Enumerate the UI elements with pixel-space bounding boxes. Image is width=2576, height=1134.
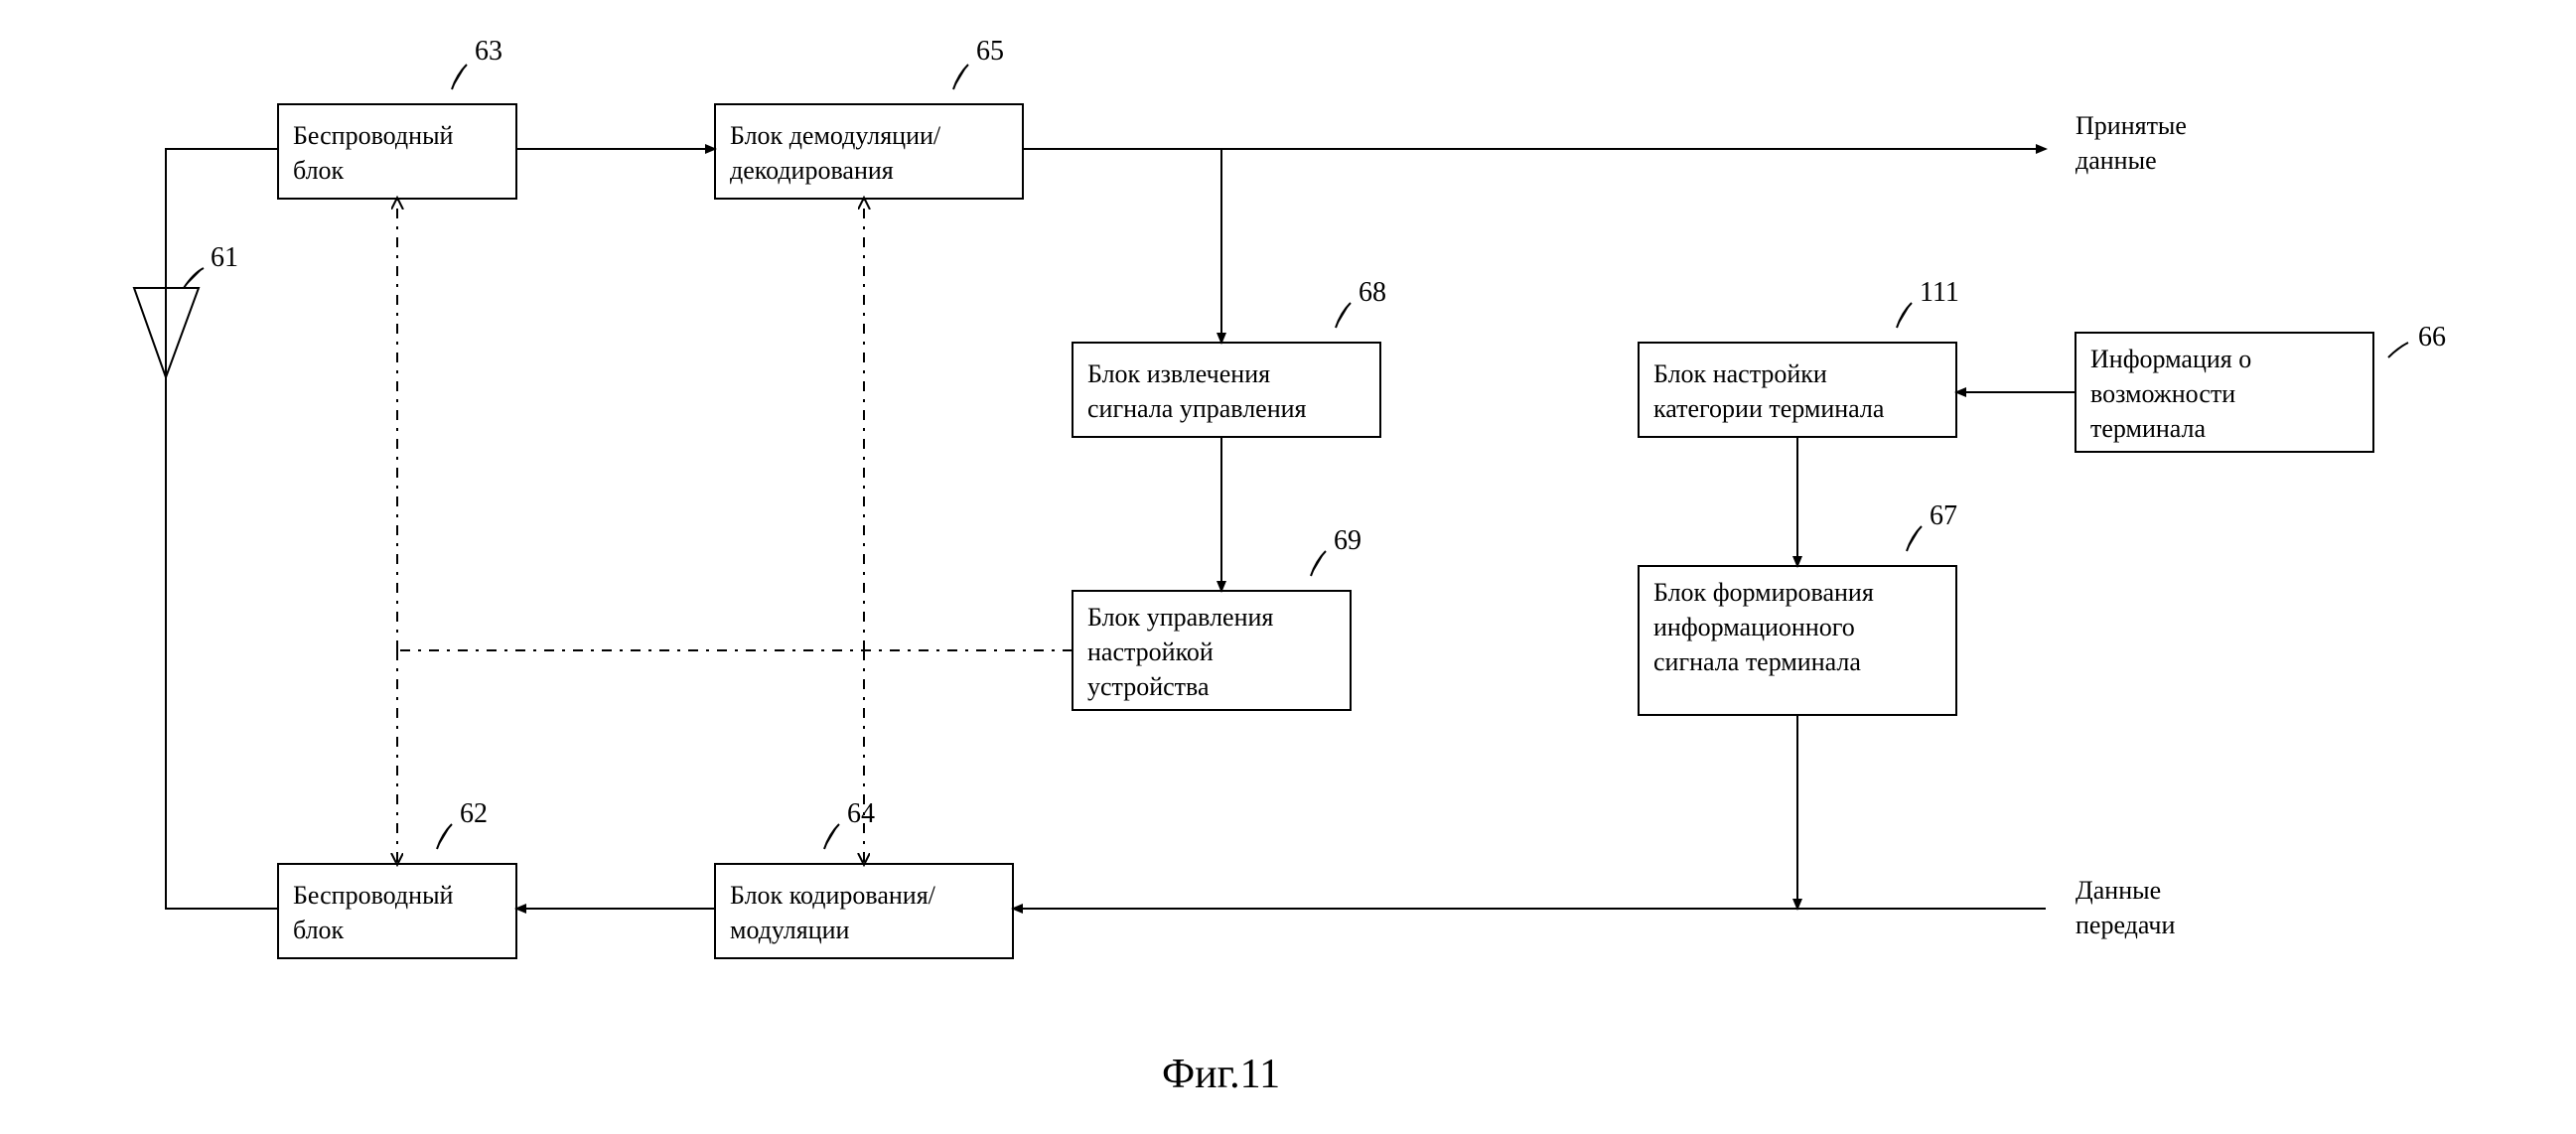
box-69-line2: настройкой [1087,638,1214,666]
box-62-line2: блок [293,916,345,944]
svg-text:68: 68 [1359,277,1386,308]
box-67-line1: Блок формирования [1653,578,1874,607]
svg-text:66: 66 [2418,322,2446,353]
box-62-line1: Беспроводный [293,881,454,910]
svg-text:Данные: Данные [2075,876,2161,905]
svg-text:65: 65 [976,36,1004,67]
received-data-label: Принятые данные [2075,111,2187,175]
ref-62: 62 [437,798,488,849]
box-67-line3: сигнала терминала [1653,647,1861,676]
transmit-data-label: Данные передачи [2075,876,2175,939]
svg-text:69: 69 [1334,525,1361,556]
box-63-line1: Беспроводный [293,121,454,150]
box-68-line2: сигнала управления [1087,394,1307,423]
svg-text:111: 111 [1920,277,1959,308]
box-64: Блок кодирования/ модуляции [715,864,1013,958]
box-69-line1: Блок управления [1087,603,1273,632]
box-68: Блок извлечения сигнала управления [1073,343,1380,437]
ref-63: 63 [452,36,502,89]
ref-69: 69 [1311,525,1361,576]
box-68-line1: Блок извлечения [1087,359,1270,388]
svg-text:62: 62 [460,798,488,829]
box-66-line2: возможности [2090,379,2235,408]
box-69: Блок управления настройкой устройства [1073,591,1351,710]
svg-text:64: 64 [847,798,875,829]
box-66-line1: Информация о [2090,345,2251,373]
box-111-line1: Блок настройки [1653,359,1827,388]
box-67: Блок формирования информационного сигнал… [1639,566,1956,715]
ref-66: 66 [2388,322,2446,357]
svg-text:данные: данные [2075,146,2157,175]
ref-68: 68 [1336,277,1386,328]
box-69-line3: устройства [1087,672,1210,701]
box-67-line2: информационного [1653,613,1855,641]
box-62: Беспроводный блок [278,864,516,958]
box-111: Блок настройки категории терминала [1639,343,1956,437]
box-65-line2: декодирования [730,156,894,185]
box-64-line2: модуляции [730,916,850,944]
box-111-line2: категории терминала [1653,394,1885,423]
ref-111: 111 [1897,277,1959,328]
diagram-canvas: Беспроводный блок Блок демодуляции/ деко… [0,0,2576,1134]
ref-65: 65 [953,36,1004,89]
box-63-line2: блок [293,156,345,185]
ref-61: 61 [184,242,238,288]
ref-64: 64 [824,798,875,849]
box-66-line3: терминала [2090,414,2207,443]
ref-67: 67 [1907,500,1957,551]
control-connections [397,199,1073,864]
svg-text:67: 67 [1930,500,1957,531]
box-63: Беспроводный блок [278,104,516,199]
figure-label: Фиг.11 [1162,1052,1280,1097]
svg-text:передачи: передачи [2075,911,2175,939]
box-64-line1: Блок кодирования/ [730,881,936,910]
svg-text:Принятые: Принятые [2075,111,2187,140]
box-65: Блок демодуляции/ декодирования [715,104,1023,199]
svg-text:63: 63 [475,36,502,67]
box-66: Информация о возможности терминала [2075,333,2373,452]
connections [166,149,2075,909]
svg-text:61: 61 [211,242,238,273]
box-65-line1: Блок демодуляции/ [730,121,941,150]
